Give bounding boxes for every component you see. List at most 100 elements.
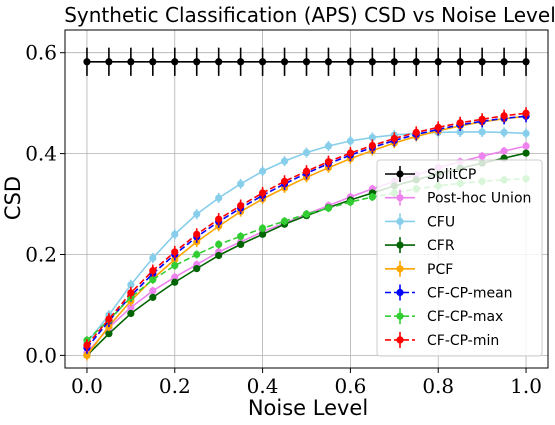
data-point-cf-cp-max (258, 224, 267, 232)
data-point-splitcp (280, 58, 289, 66)
y-tick-label: 0.4 (25, 142, 57, 166)
data-point-cf-cp-max (368, 193, 376, 201)
data-point-cf-cp-min (83, 341, 91, 349)
data-point-cf-cp-min (324, 158, 333, 166)
legend-item-cfu: CFU (385, 213, 455, 230)
data-point-cf-cp-min (215, 215, 223, 223)
data-point-cfu (302, 148, 311, 157)
data-point-cfr (193, 265, 201, 273)
data-point-cf-cp-min (280, 177, 289, 185)
data-point-splitcp (346, 58, 355, 66)
legend-label: CF-CP-max (427, 309, 503, 325)
legend-item-cfr: CFR (385, 237, 455, 254)
y-tick-label: 0.2 (25, 242, 57, 266)
data-point-splitcp (434, 58, 442, 66)
data-point-cfu (193, 210, 201, 218)
data-point-splitcp (127, 58, 135, 66)
data-point-cf-cp-min (193, 230, 201, 238)
legend-label: PCF (427, 262, 453, 278)
data-point-splitcp (412, 58, 420, 66)
data-point-post-hoc-union (522, 142, 530, 150)
data-point-splitcp (368, 58, 376, 66)
legend-swatch-marker (396, 288, 404, 297)
x-axis-label: Noise Level (248, 396, 368, 420)
legend-item-cf-cp-min: CF-CP-min (385, 331, 499, 349)
x-tick-label: 1.0 (510, 374, 542, 398)
data-point-cf-cp-min (237, 201, 245, 210)
data-point-cfu (500, 128, 508, 137)
data-point-cf-cp-max (302, 210, 311, 218)
y-tick-label: 0.6 (25, 41, 57, 65)
data-point-cfu (456, 128, 464, 136)
x-tick-label: 0.8 (422, 374, 454, 398)
data-point-post-hoc-union (171, 273, 179, 281)
legend-swatch-marker (396, 336, 404, 344)
plot-frame (64, 29, 549, 369)
data-point-cfu (522, 129, 530, 138)
legend-label: CFR (427, 238, 455, 254)
data-point-cfr (105, 330, 113, 338)
data-point-cfu (346, 137, 355, 145)
data-point-cf-cp-min (258, 189, 267, 197)
data-point-cf-cp-min (412, 128, 420, 137)
data-point-splitcp (215, 58, 223, 66)
legend-label: CF-CP-mean (427, 286, 513, 302)
data-point-cf-cp-min (390, 134, 398, 143)
data-point-splitcp (478, 58, 486, 66)
legend-box (376, 159, 543, 357)
data-point-cf-cp-max (346, 198, 355, 206)
legend-label: Post-hoc Union (427, 191, 531, 207)
data-point-cfr (258, 230, 267, 238)
data-point-cf-cp-min (171, 248, 179, 256)
data-point-cf-cp-min (127, 289, 135, 297)
data-point-cf-cp-max (215, 240, 223, 249)
y-axis-label: CSD (1, 176, 25, 220)
legend-swatch-marker (396, 312, 404, 320)
data-point-cf-cp-min (522, 109, 530, 117)
legend-swatch-marker (396, 170, 404, 178)
data-point-cfu (215, 194, 223, 202)
data-point-cfr (522, 149, 530, 157)
ticks: 0.0 0.2 0.4 0.6 0.8 1.0 0.0 0.2 0.4 0.6 (25, 41, 542, 398)
data-point-post-hoc-union (127, 303, 135, 312)
x-tick-label: 0.6 (335, 374, 367, 398)
data-point-splitcp (171, 58, 179, 66)
legend-label: CF-CP-min (427, 333, 499, 349)
data-point-cf-cp-min (149, 267, 157, 275)
data-point-splitcp (522, 58, 530, 66)
data-point-cf-cp-min (500, 112, 508, 120)
legend-item-pcf: PCF (385, 260, 453, 278)
data-point-pcf (83, 351, 91, 359)
data-point-cf-cp-max (193, 250, 201, 259)
data-point-cf-cp-max (171, 261, 179, 270)
data-point-cf-cp-min (105, 315, 113, 323)
data-point-splitcp (302, 58, 311, 66)
data-point-cf-cp-min (368, 141, 376, 150)
legend-item-post-hoc-union: Post-hoc Union (385, 189, 531, 207)
data-point-splitcp (237, 58, 245, 66)
data-point-post-hoc-union (149, 287, 157, 295)
data-point-post-hoc-union (500, 147, 508, 155)
data-point-cfr (215, 251, 223, 260)
data-point-cfu (478, 128, 486, 136)
data-point-splitcp (83, 58, 91, 66)
x-tick-label: 0.2 (159, 374, 191, 398)
data-point-cf-cp-min (478, 115, 486, 123)
data-point-cfu (324, 142, 333, 150)
legend-label: SplitCP (427, 167, 476, 183)
legend-item-splitcp: SplitCP (385, 166, 476, 183)
legend-swatch-marker (396, 194, 404, 202)
data-point-splitcp (193, 58, 201, 66)
data-point-cf-cp-min (434, 123, 442, 131)
data-point-cfu (127, 281, 135, 289)
legend-item-cf-cp-max: CF-CP-max (385, 308, 503, 325)
data-point-cfr (149, 293, 157, 301)
data-point-post-hoc-union (478, 152, 486, 160)
data-point-splitcp (324, 58, 333, 66)
data-point-cfu (258, 167, 267, 175)
data-point-cf-cp-min (302, 167, 311, 175)
data-point-splitcp (500, 58, 508, 66)
data-point-cfu (149, 254, 157, 262)
data-point-cf-cp-max (149, 276, 157, 284)
